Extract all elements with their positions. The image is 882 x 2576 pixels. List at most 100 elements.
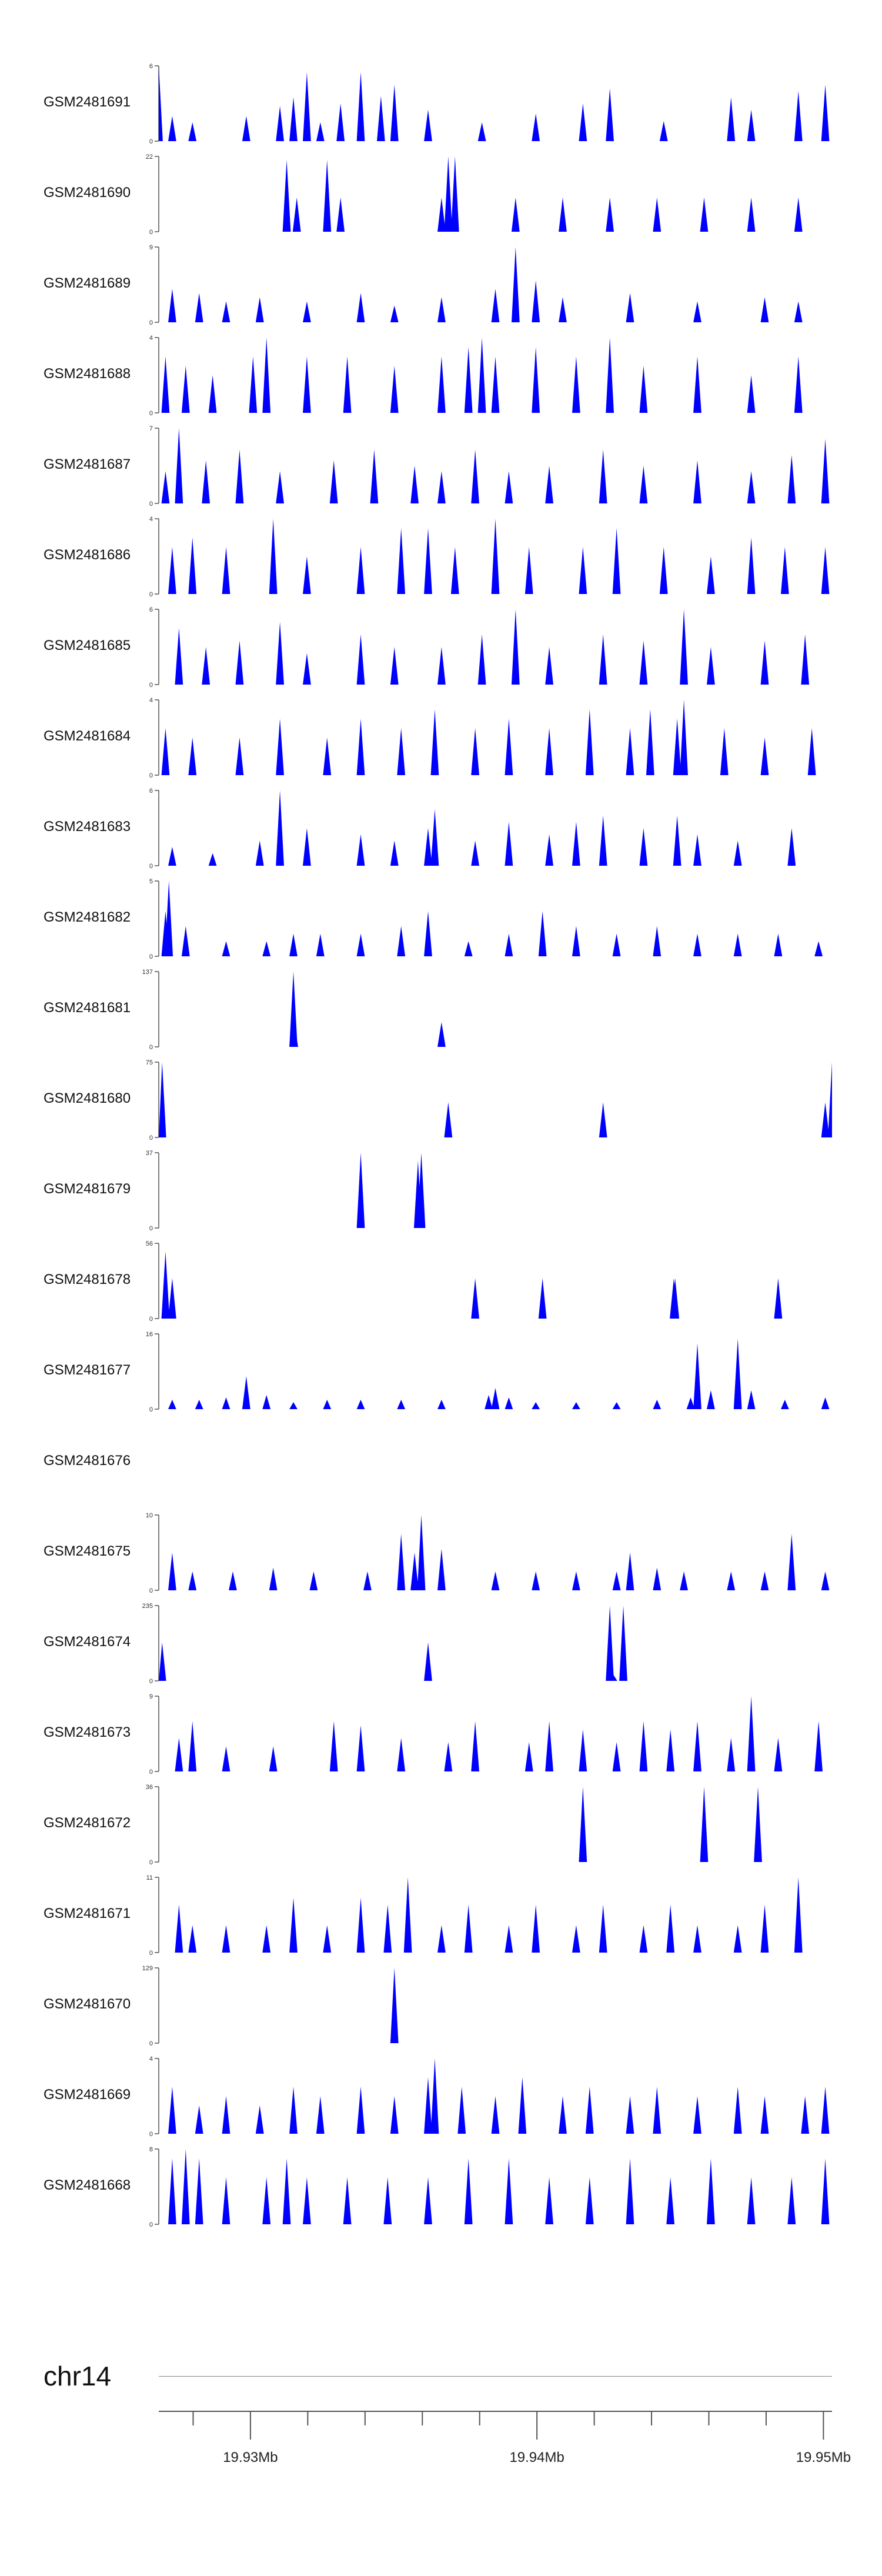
coverage-peak: [693, 301, 701, 322]
coverage-peak: [165, 881, 173, 956]
coverage-peak: [242, 116, 250, 141]
coverage-peak: [424, 2177, 432, 2224]
track-GSM2481673: GSM2481673 9 0: [0, 1689, 882, 1780]
track-GSM2481670: GSM2481670 129 0: [0, 1961, 882, 2051]
coverage-peak: [161, 1251, 170, 1319]
coverage-peak: [188, 122, 197, 141]
coverage-peak: [282, 2158, 291, 2224]
coverage-peak: [747, 109, 756, 141]
coverage-peak: [323, 738, 332, 775]
coverage-peak: [222, 1746, 230, 1771]
coverage-peak: [383, 1904, 392, 1953]
coverage-peak: [195, 1400, 203, 1409]
track-plot: 60: [149, 63, 830, 145]
coverage-peak: [774, 933, 783, 956]
coverage-peak: [727, 1738, 736, 1771]
y-tick-min: 0: [149, 1316, 153, 1323]
coverage-peak: [356, 72, 365, 141]
y-tick-max: 6: [149, 788, 153, 795]
coverage-peak: [289, 1402, 298, 1409]
coverage-peak: [505, 1397, 513, 1409]
coverage-peak: [188, 1925, 197, 1953]
coverage-peak: [195, 2158, 203, 2224]
coverage-peak: [235, 738, 244, 775]
coverage-peak: [572, 1402, 580, 1409]
coverage-peak: [437, 1400, 446, 1409]
coverage-peak: [316, 2096, 325, 2134]
coverage-peak: [168, 116, 176, 141]
coverage-peak: [693, 933, 701, 956]
coverage-peak: [444, 156, 453, 232]
track-label: GSM2481685: [44, 638, 131, 653]
track-plot: 40: [149, 2056, 830, 2138]
coverage-peak: [222, 301, 230, 322]
coverage-peak: [491, 2096, 500, 2134]
coverage-peak: [437, 647, 446, 685]
coverage-peak: [505, 2158, 513, 2224]
track-label: GSM2481675: [44, 1543, 131, 1559]
coverage-peak: [356, 1897, 365, 1953]
y-tick-max: 9: [149, 244, 153, 251]
coverage-peak: [208, 375, 217, 413]
coverage-peak: [477, 338, 486, 413]
coverage-peak: [397, 728, 406, 775]
coverage-peak: [659, 121, 668, 141]
coverage-peak: [599, 449, 607, 503]
coverage-peak: [821, 85, 830, 141]
y-tick-max: 8: [149, 2146, 153, 2153]
coverage-peak: [464, 2158, 473, 2224]
track-plot: 40: [149, 697, 816, 779]
y-tick-max: 137: [142, 969, 153, 976]
coverage-peak: [450, 547, 459, 594]
coverage-peak: [707, 556, 715, 594]
coverage-peak: [545, 466, 553, 503]
coverage-peak: [430, 709, 439, 775]
track-label: GSM2481690: [44, 185, 131, 201]
y-tick-min: 0: [149, 1859, 153, 1866]
track-label: GSM2481668: [44, 2177, 131, 2193]
track-plot: 60: [149, 788, 796, 870]
coverage-peak: [222, 1397, 230, 1409]
coverage-peak: [316, 122, 325, 141]
coverage-peak: [794, 91, 803, 141]
coverage-peak: [403, 1877, 412, 1953]
coverage-peak: [780, 1400, 789, 1409]
track-GSM2481689: GSM2481689 9 0: [0, 240, 882, 331]
track-GSM2481672: GSM2481672 36 0: [0, 1780, 882, 1870]
track-plot: 90: [149, 1693, 823, 1776]
coverage-peak: [606, 88, 614, 141]
coverage-peak: [505, 719, 513, 775]
coverage-peak: [168, 289, 176, 322]
coverage-peak: [511, 609, 520, 685]
coverage-peak: [410, 1556, 419, 1590]
track-plot: 11 0: [146, 1874, 803, 1957]
y-tick-min: 0: [149, 410, 153, 417]
track-plot: 40: [149, 335, 803, 417]
coverage-peak: [693, 1925, 701, 1953]
coverage-peak: [828, 1062, 832, 1137]
y-tick-min: 0: [149, 772, 153, 779]
coverage-peak: [626, 1553, 634, 1590]
y-tick-max: 129: [142, 1965, 153, 1972]
coverage-peak: [572, 356, 580, 413]
coverage-peak: [437, 356, 446, 413]
coverage-peak: [168, 1400, 176, 1409]
coverage-peak: [390, 647, 399, 685]
coverage-peak: [545, 728, 553, 775]
coverage-peak: [673, 719, 681, 775]
coverage-peak: [505, 1925, 513, 1953]
coverage-peak: [262, 338, 271, 413]
coverage-peak: [168, 547, 176, 594]
coverage-peak: [336, 197, 345, 232]
coverage-peak: [303, 301, 311, 322]
coverage-peak: [195, 2105, 203, 2134]
y-tick-min: 0: [149, 229, 153, 236]
track-plot: 36 0: [146, 1784, 762, 1866]
y-tick-min: 0: [149, 1950, 153, 1957]
coverage-peak: [202, 647, 211, 685]
coverage-peak: [538, 1278, 547, 1319]
coverage-peak: [612, 1742, 621, 1771]
coverage-peak: [787, 455, 796, 503]
coverage-peak: [572, 1571, 580, 1590]
y-tick-max: 75: [146, 1059, 153, 1066]
